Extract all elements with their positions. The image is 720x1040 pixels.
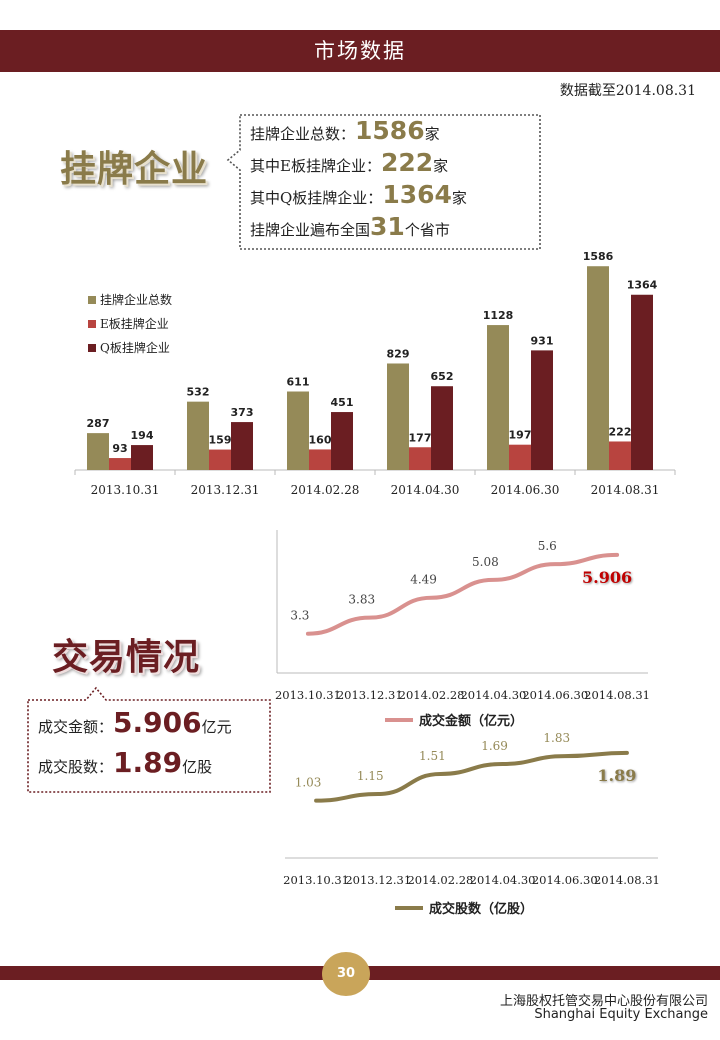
bar — [631, 294, 653, 470]
footer-company-name-cn: 上海股权托管交易中心股份有限公司 — [499, 994, 708, 1009]
legend-label: 成交金额（亿元） — [419, 713, 523, 729]
data-label: 829 — [387, 347, 410, 360]
callout-frame — [27, 686, 271, 793]
bar — [409, 447, 431, 470]
x-tick-label: 2014.06.30 — [532, 873, 598, 887]
bar — [331, 412, 353, 470]
data-label: 159 — [209, 434, 232, 447]
legend-label: Q板挂牌企业 — [100, 340, 170, 355]
series-line — [305, 552, 620, 636]
footer-company-name-en: Shanghai Equity Exchange — [534, 1007, 708, 1022]
legend-swatch — [88, 344, 96, 352]
listed-section-title: 挂牌企业 — [60, 149, 209, 190]
bar — [431, 386, 453, 470]
legend-label: E板挂牌企业 — [100, 316, 169, 331]
callout-frame — [226, 114, 541, 250]
x-tick-label: 2014.06.30 — [491, 483, 560, 497]
data-label: 931 — [531, 334, 554, 347]
x-tick-label: 2013.10.31 — [91, 483, 160, 497]
data-label: 373 — [231, 406, 254, 419]
x-tick-label: 2014.06.30 — [522, 688, 588, 702]
data-label: 1.69 — [481, 739, 508, 753]
x-tick-label: 2014.04.30 — [391, 483, 460, 497]
x-tick-label: 2014.08.31 — [594, 873, 660, 887]
legend-label: 成交股数（亿股） — [429, 901, 533, 917]
summary-line-trade-shares: 成交股数：1.89亿股 — [38, 746, 213, 779]
data-label: 1364 — [627, 279, 658, 292]
legend-swatch — [88, 320, 96, 328]
x-tick-label: 2013.10.31 — [283, 873, 349, 887]
bar — [487, 325, 509, 470]
data-as-of-date: 数据截至2014.08.31 — [559, 83, 696, 99]
data-label: 1128 — [483, 309, 514, 322]
data-label: 5.08 — [472, 555, 499, 569]
legend-label: 挂牌企业总数 — [100, 292, 172, 307]
data-label: 197 — [509, 429, 532, 442]
bar — [187, 401, 209, 470]
bar — [387, 363, 409, 470]
data-label: 1.51 — [419, 749, 446, 763]
data-label: 1586 — [583, 250, 614, 263]
series-line — [314, 750, 629, 803]
data-label: 222 — [609, 425, 632, 438]
x-tick-label: 2014.02.28 — [407, 873, 473, 887]
summary-line-q-board: 其中Q板挂牌企业：1364家 — [250, 180, 467, 209]
data-label: 451 — [331, 396, 354, 409]
data-label: 4.49 — [410, 573, 437, 587]
data-label: 1.83 — [543, 731, 570, 745]
data-label: 3.3 — [290, 609, 309, 623]
listed-summary-callout: 挂牌企业总数：1586家 其中E板挂牌企业：222家 其中Q板挂牌企业：1364… — [226, 112, 546, 252]
x-tick-label: 2014.02.28 — [291, 483, 360, 497]
header-bar — [0, 30, 720, 72]
data-label: 1.03 — [295, 776, 322, 790]
data-label: 1.89 — [597, 766, 636, 785]
bar — [109, 458, 131, 470]
bar — [531, 350, 553, 470]
page-number: 30 — [322, 952, 370, 996]
x-tick-label: 2014.04.30 — [470, 873, 536, 887]
data-label: 5.6 — [538, 539, 557, 553]
summary-line-e-board: 其中E板挂牌企业：222家 — [250, 148, 449, 177]
data-label: 532 — [187, 386, 210, 399]
bar — [609, 441, 631, 470]
data-label: 287 — [87, 417, 110, 430]
bar — [231, 422, 253, 470]
data-label: 652 — [431, 370, 454, 383]
x-tick-label: 2013.12.31 — [337, 688, 403, 702]
x-tick-label: 2014.02.28 — [399, 688, 465, 702]
bar — [509, 444, 531, 470]
data-label: 3.83 — [348, 593, 375, 607]
data-label: 93 — [112, 442, 127, 455]
data-label: 5.906 — [582, 568, 632, 587]
legend-swatch — [88, 296, 96, 304]
bar — [131, 445, 153, 470]
x-tick-label: 2013.12.31 — [345, 873, 411, 887]
x-tick-label: 2014.08.31 — [591, 483, 660, 497]
x-tick-label: 2013.12.31 — [191, 483, 260, 497]
trade-section-title: 交易情况 — [52, 637, 201, 678]
x-tick-label: 2014.08.31 — [584, 688, 650, 702]
data-label: 160 — [309, 433, 332, 446]
bar — [309, 449, 331, 470]
summary-line-total: 挂牌企业总数：1586家 — [250, 116, 440, 145]
bar — [587, 266, 609, 470]
page-title: 市场数据 — [314, 39, 406, 63]
bar — [87, 433, 109, 470]
summary-line-trade-amount: 成交金额：5.906亿元 — [38, 706, 232, 739]
data-label: 1.15 — [357, 769, 384, 783]
data-label: 177 — [409, 431, 432, 444]
trade-summary-callout: 成交金额：5.906亿元 成交股数：1.89亿股 — [26, 686, 272, 794]
data-label: 194 — [131, 429, 154, 442]
summary-line-provinces: 挂牌企业遍布全国31个省市 — [250, 212, 450, 241]
bar — [287, 391, 309, 470]
data-label: 611 — [287, 375, 310, 388]
bar — [209, 449, 231, 470]
x-tick-label: 2013.10.31 — [275, 688, 341, 702]
x-tick-label: 2014.04.30 — [460, 688, 526, 702]
